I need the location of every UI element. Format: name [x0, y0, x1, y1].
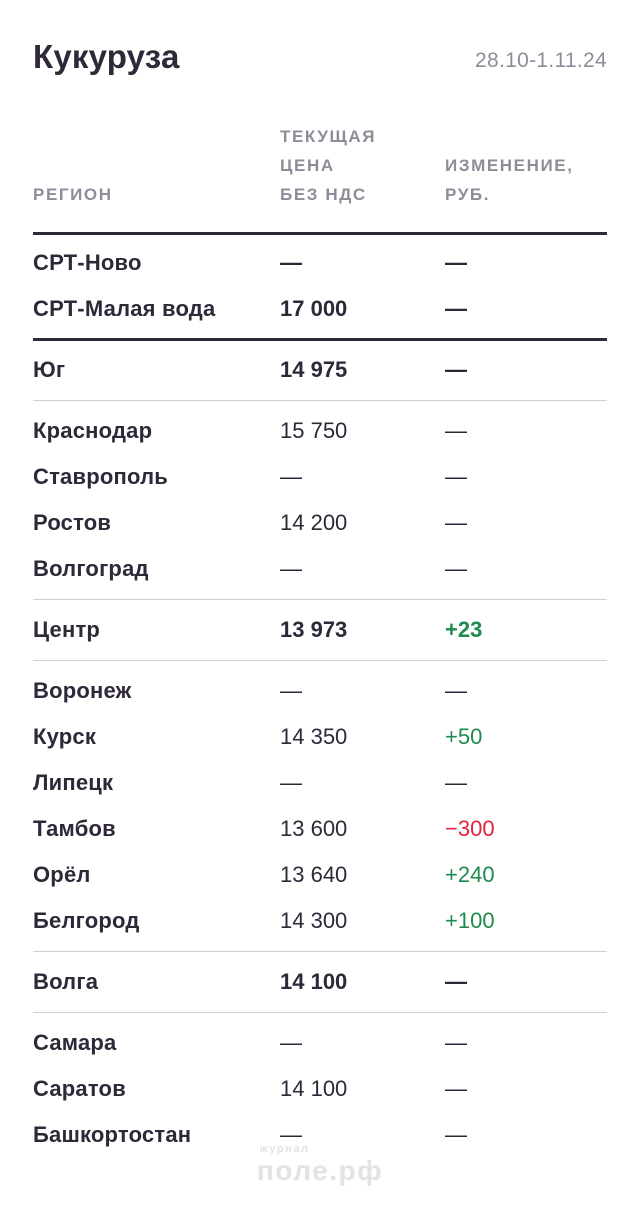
price-cell: 15 750 [280, 418, 348, 443]
column-header-region: РЕГИОН [33, 185, 113, 204]
column-header-change: ИЗМЕНЕНИЕ, РУБ. [445, 156, 574, 204]
table-row: Волга 14 100 — [33, 959, 607, 1005]
price-cell: 13 600 [280, 816, 348, 841]
page-header: Кукуруза 28.10-1.11.24 [33, 0, 607, 76]
price-cell: 17 000 [280, 296, 348, 321]
table-row: Воронеж — — [33, 668, 607, 714]
change-cell: — [445, 556, 467, 581]
region-cell: Курск [33, 724, 97, 749]
region-cell: Центр [33, 617, 101, 642]
region-cell: Ставрополь [33, 464, 168, 489]
table-row: Краснодар 15 750 — [33, 408, 607, 454]
change-cell: — [445, 1076, 467, 1101]
region-cell: Волга [33, 969, 99, 994]
region-cell: Юг [33, 357, 66, 382]
change-cell: — [445, 296, 467, 321]
region-cell: Липецк [33, 770, 114, 795]
change-cell: +100 [445, 908, 495, 933]
change-cell: — [445, 1030, 467, 1055]
price-cell: 13 973 [280, 617, 348, 642]
change-cell: — [445, 250, 467, 275]
table-row: Центр 13 973 +23 [33, 607, 607, 653]
region-cell: Башкортостан [33, 1122, 192, 1147]
table-row: Самара — — [33, 1020, 607, 1066]
table-row: Саратов 14 100 — [33, 1066, 607, 1112]
change-cell: — [445, 357, 467, 382]
region-cell: Ростов [33, 510, 112, 535]
table-header-row: РЕГИОН ТЕКУЩАЯ ЦЕНА БЕЗ НДС ИЗМЕНЕНИЕ, Р… [33, 122, 607, 235]
row-divider [33, 951, 607, 952]
region-cell: СРТ-Малая вода [33, 296, 216, 321]
price-cell: — [280, 1122, 302, 1147]
change-cell: +23 [445, 617, 483, 642]
price-cell: 14 350 [280, 724, 348, 749]
region-cell: Тамбов [33, 816, 116, 841]
table-row: СРТ-Ново — — [33, 240, 607, 286]
region-cell: СРТ-Ново [33, 250, 142, 275]
region-cell: Белгород [33, 908, 140, 933]
price-cell: 14 100 [280, 1076, 348, 1101]
region-cell: Самара [33, 1030, 117, 1055]
table-row: СРТ-Малая вода 17 000 — [33, 286, 607, 332]
price-cell: 14 100 [280, 969, 348, 994]
change-cell: −300 [445, 816, 495, 841]
date-range: 28.10-1.11.24 [475, 49, 607, 72]
price-cell: — [280, 464, 302, 489]
price-cell: — [280, 1030, 302, 1055]
region-cell: Саратов [33, 1076, 126, 1101]
watermark-logo: журнал поле.рф [257, 1144, 383, 1185]
price-cell: 14 200 [280, 510, 348, 535]
change-cell: — [445, 464, 467, 489]
table-row: Башкортостан — — [33, 1112, 607, 1158]
change-cell: — [445, 770, 467, 795]
change-cell: — [445, 510, 467, 535]
region-cell: Орёл [33, 862, 91, 887]
row-divider [33, 660, 607, 661]
table-row: Ростов 14 200 — [33, 500, 607, 546]
page-title: Кукуруза [33, 38, 180, 75]
change-cell: +240 [445, 862, 495, 887]
table-row: Волгоград — — [33, 546, 607, 592]
table-row: Орёл 13 640 +240 [33, 852, 607, 898]
table-row: Тамбов 13 600 −300 [33, 806, 607, 852]
watermark-logo-text: поле.рф [256, 1155, 384, 1186]
table-row: Липецк — — [33, 760, 607, 806]
table-row: Белгород 14 300 +100 [33, 898, 607, 944]
region-cell: Краснодар [33, 418, 153, 443]
change-cell: — [445, 418, 467, 443]
price-cell: — [280, 770, 302, 795]
row-divider [33, 599, 607, 600]
table-body: СРТ-Ново — — СРТ-Малая вода 17 000 — Юг 14 975 —… [33, 235, 607, 1158]
change-cell: — [445, 969, 467, 994]
region-cell: Волгоград [33, 556, 149, 581]
price-cell: 14 300 [280, 908, 348, 933]
table-row: Курск 14 350 +50 [33, 714, 607, 760]
price-cell: 13 640 [280, 862, 348, 887]
price-cell: — [280, 556, 302, 581]
table-row: Юг 14 975 — [33, 347, 607, 393]
change-cell: — [445, 1122, 467, 1147]
row-divider [33, 1012, 607, 1013]
column-header-price: ТЕКУЩАЯ ЦЕНА БЕЗ НДС [280, 127, 377, 204]
change-cell: — [445, 678, 467, 703]
row-divider [33, 338, 607, 341]
table-row: Ставрополь — — [33, 454, 607, 500]
price-cell: — [280, 250, 302, 275]
price-cell: — [280, 678, 302, 703]
price-cell: 14 975 [280, 357, 348, 382]
change-cell: +50 [445, 724, 483, 749]
region-cell: Воронеж [33, 678, 132, 703]
row-divider [33, 400, 607, 401]
watermark-journal-label: журнал [259, 1143, 310, 1155]
